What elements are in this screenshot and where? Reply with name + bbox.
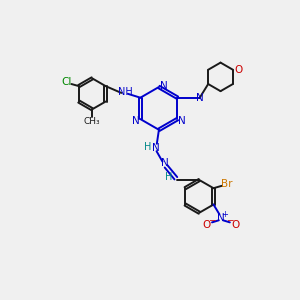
Text: N: N (196, 93, 204, 103)
Text: −: − (208, 215, 216, 224)
Text: O: O (232, 220, 240, 230)
Text: −: − (226, 215, 234, 224)
Text: N: N (132, 116, 140, 126)
Text: N: N (160, 80, 167, 91)
Text: Br: Br (221, 179, 232, 189)
Text: H: H (165, 172, 172, 182)
Text: N: N (217, 213, 225, 223)
Text: O: O (234, 65, 242, 75)
Text: N: N (161, 158, 169, 168)
Text: N: N (178, 116, 186, 126)
Text: +: + (222, 210, 229, 219)
Text: NH: NH (118, 87, 132, 97)
Text: H: H (144, 142, 152, 152)
Text: O: O (202, 220, 210, 230)
Text: CH₃: CH₃ (84, 117, 101, 126)
Text: N: N (152, 143, 160, 153)
Text: Cl: Cl (62, 76, 72, 87)
